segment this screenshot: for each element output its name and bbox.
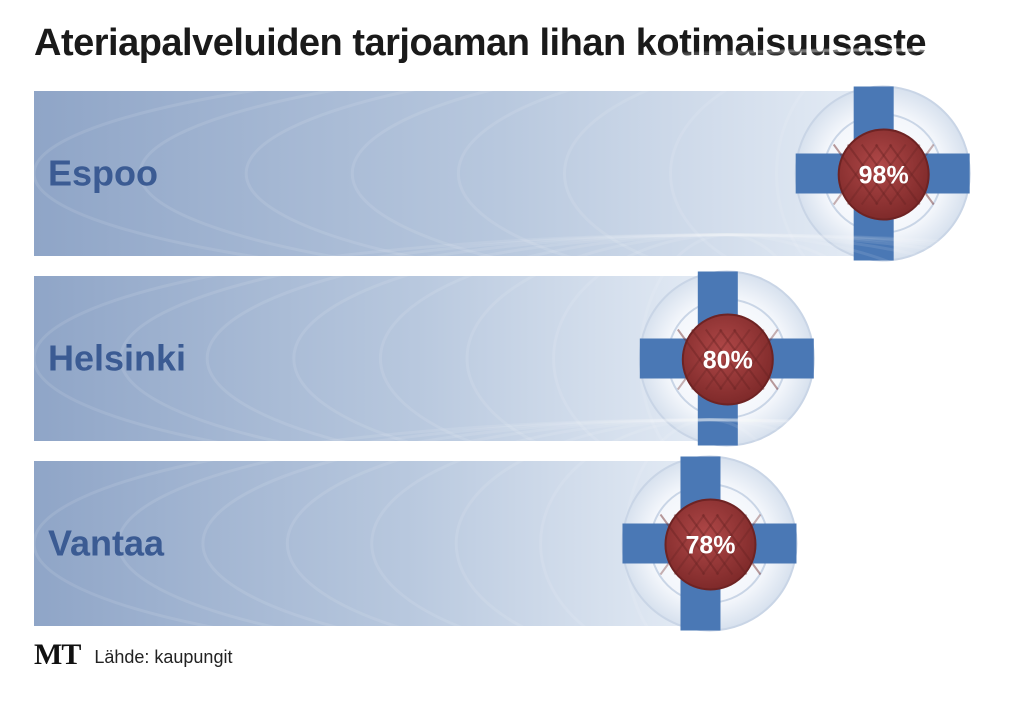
grill-mark xyxy=(718,328,765,391)
grill-mark xyxy=(874,143,921,206)
grill-mark xyxy=(874,143,921,206)
grill-mark xyxy=(690,328,737,391)
grill-mark xyxy=(832,143,879,206)
bar-group-vantaa: Vantaa 78% xyxy=(32,418,1019,669)
value-label-vantaa: 78% xyxy=(685,532,735,560)
bar-ripple xyxy=(117,418,1019,669)
category-label-espoo: Espoo xyxy=(48,153,158,194)
grill-mark xyxy=(701,513,748,576)
grill-mark xyxy=(659,513,706,576)
grill-mark xyxy=(676,328,723,391)
grill-mark xyxy=(888,143,935,206)
grill-mark xyxy=(673,513,720,576)
grill-mark xyxy=(832,143,879,206)
grill-mark xyxy=(701,513,748,576)
chart-title: Ateriapalveluiden tarjoaman lihan kotima… xyxy=(34,22,927,64)
publisher-logo: MT xyxy=(34,638,81,671)
bar-ripple xyxy=(285,418,1019,669)
grill-mark xyxy=(860,143,907,206)
bar-ripple xyxy=(454,418,965,669)
bar-ripple xyxy=(370,418,1019,669)
category-label-helsinki: Helsinki xyxy=(48,338,186,379)
bar-ripple xyxy=(456,48,1019,299)
bar-group-espoo: Espoo 98% xyxy=(32,48,1019,299)
grill-mark xyxy=(860,143,907,206)
bar-group-helsinki: Helsinki 80% xyxy=(32,233,1019,484)
bar-ripple xyxy=(775,48,991,299)
grill-mark xyxy=(715,513,762,576)
value-label-helsinki: 80% xyxy=(703,347,753,375)
bar-ripple xyxy=(350,48,1019,299)
meat-patty xyxy=(664,498,757,591)
bar-ripple xyxy=(539,418,880,669)
bar-ripple xyxy=(244,48,1019,299)
category-label-vantaa: Vantaa xyxy=(48,523,165,564)
meat-patty xyxy=(681,313,774,406)
grill-mark xyxy=(846,143,893,206)
bar-ripple xyxy=(669,48,1019,299)
grill-mark xyxy=(690,328,737,391)
grill-mark xyxy=(659,513,706,576)
grill-mark xyxy=(704,328,751,391)
bar-espoo xyxy=(34,91,883,256)
bar-ripple xyxy=(32,48,1019,299)
grill-mark xyxy=(732,328,779,391)
grill-mark xyxy=(687,513,734,576)
meat-patty xyxy=(837,128,930,221)
grill-mark xyxy=(718,328,765,391)
grill-mark xyxy=(888,143,935,206)
footer: MT Lähde: kaupungit xyxy=(34,640,232,670)
grill-mark xyxy=(676,328,723,391)
bar-ripple xyxy=(563,48,1019,299)
grill-mark xyxy=(704,328,751,391)
bar-ripple xyxy=(201,418,1019,669)
grill-mark xyxy=(715,513,762,576)
grill-mark xyxy=(732,328,779,391)
grill-mark xyxy=(687,513,734,576)
value-label-espoo: 98% xyxy=(859,162,909,190)
bar-ripple xyxy=(32,418,1019,669)
source-note: Lähde: kaupungit xyxy=(94,647,233,667)
bar-helsinki xyxy=(34,276,727,441)
grill-mark xyxy=(846,143,893,206)
bar-vantaa xyxy=(34,461,710,626)
grill-mark xyxy=(673,513,720,576)
bar-ripple xyxy=(138,48,1019,299)
